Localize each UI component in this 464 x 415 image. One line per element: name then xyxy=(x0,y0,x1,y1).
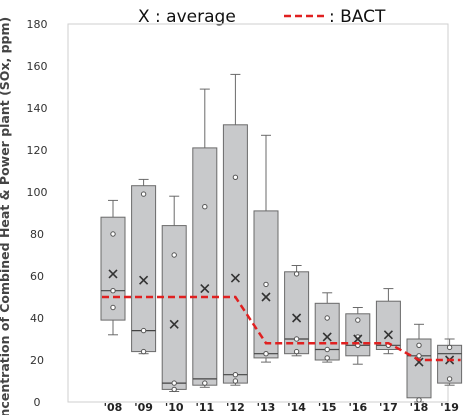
mean-marker xyxy=(414,357,424,367)
mean-marker xyxy=(353,334,363,344)
mean-marker xyxy=(230,273,240,283)
x-tick-label: '08 xyxy=(104,401,123,414)
data-point xyxy=(140,327,147,334)
x-tick-label: '12 xyxy=(226,401,245,414)
bact-step-line xyxy=(102,295,461,362)
box xyxy=(375,300,401,351)
y-axis-ticks: 0 20 40 60 80 100 120 140 160 180 xyxy=(27,18,48,409)
box xyxy=(192,147,218,386)
data-point xyxy=(110,288,116,294)
data-point xyxy=(293,348,300,355)
y-tick-label: 100 xyxy=(27,186,48,199)
y-tick-label: 80 xyxy=(30,228,44,241)
data-point xyxy=(110,304,116,311)
data-point xyxy=(446,344,453,351)
box-group xyxy=(437,338,463,386)
mean-marker xyxy=(261,292,271,302)
legend-bact-label: : BACT xyxy=(329,7,386,27)
data-point xyxy=(202,380,208,386)
y-tick-label: 60 xyxy=(30,270,44,283)
data-point xyxy=(110,231,116,237)
data-point xyxy=(446,376,453,382)
x-tick-label: '18 xyxy=(410,401,429,414)
mean-marker xyxy=(322,332,332,342)
data-point xyxy=(324,346,330,353)
mean-marker xyxy=(292,313,302,323)
bact-line xyxy=(102,295,461,362)
x-axis-ticks: '08 '09 '10 '11 '12 '13 '14 '15 '16 '17 '18 '19 xyxy=(104,401,459,414)
box xyxy=(161,225,187,390)
data-point xyxy=(324,315,330,321)
box-group xyxy=(161,195,187,393)
y-tick-label: 180 xyxy=(27,18,48,31)
data-point xyxy=(232,378,239,384)
box xyxy=(437,344,463,384)
data-point xyxy=(171,380,177,386)
mean-marker xyxy=(383,330,393,340)
box-group xyxy=(100,199,126,336)
data-point xyxy=(202,204,208,210)
data-point xyxy=(232,174,239,181)
data-point xyxy=(171,252,177,258)
y-tick-label: 140 xyxy=(27,102,48,115)
box-group xyxy=(345,307,371,365)
mean-marker xyxy=(108,269,118,279)
data-point xyxy=(293,336,300,342)
data-point xyxy=(263,351,269,357)
x-tick-label: '10 xyxy=(165,401,184,414)
box xyxy=(100,216,126,321)
box xyxy=(314,302,340,361)
x-tick-label: '15 xyxy=(318,401,337,414)
data-point xyxy=(232,372,239,378)
data-point xyxy=(171,386,177,393)
x-tick-label: '11 xyxy=(195,401,214,414)
x-tick-label: '17 xyxy=(379,401,398,414)
box-group xyxy=(131,178,157,355)
box-group xyxy=(192,88,218,388)
data-point xyxy=(324,355,330,361)
data-point xyxy=(416,397,422,403)
box-group xyxy=(314,292,340,363)
box xyxy=(222,124,248,384)
x-tick-label: '14 xyxy=(287,401,306,414)
data-point xyxy=(355,317,361,323)
box-group xyxy=(406,323,432,403)
box xyxy=(131,185,157,353)
data-point xyxy=(263,281,269,288)
x-tick-label: '09 xyxy=(134,401,153,414)
data-point xyxy=(293,271,300,277)
data-point xyxy=(140,348,147,355)
box-group xyxy=(284,265,310,357)
data-point xyxy=(140,191,147,197)
mean-marker xyxy=(200,284,210,294)
y-tick-label: 20 xyxy=(30,354,44,367)
plot-area xyxy=(67,23,449,403)
mean-marker xyxy=(139,275,149,285)
box-group xyxy=(222,73,248,386)
y-tick-label: 120 xyxy=(27,144,48,157)
legend-average-label: X : average xyxy=(138,7,236,27)
x-tick-label: '16 xyxy=(348,401,367,414)
data-point xyxy=(416,342,422,348)
y-tick-label: 160 xyxy=(27,60,48,73)
y-tick-label: 40 xyxy=(30,312,44,325)
y-tick-label: 0 xyxy=(34,396,41,409)
mean-marker xyxy=(169,319,179,329)
legend: X : average : BACT xyxy=(138,7,386,27)
box-group xyxy=(253,134,279,363)
x-tick-label: '13 xyxy=(257,401,276,414)
box-group xyxy=(375,288,401,355)
data-point xyxy=(416,353,422,359)
y-axis-title: Concentration of Combined Heat & Power p… xyxy=(0,17,12,415)
x-tick-label: '19 xyxy=(440,401,459,414)
